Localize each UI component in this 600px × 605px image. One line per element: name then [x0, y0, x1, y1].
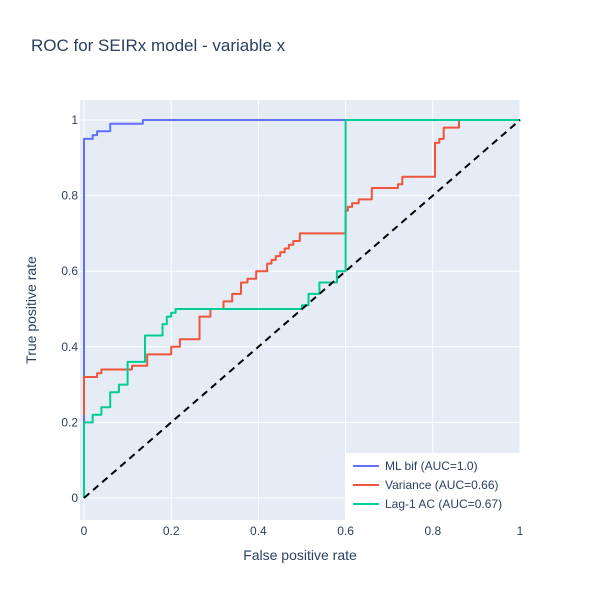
y-tick-label: 0.6 [61, 264, 78, 278]
y-axis-title: True positive rate [23, 256, 39, 364]
x-tick-label: 0.4 [250, 524, 267, 538]
legend-entry-label: Lag-1 AC (AUC=0.67) [385, 497, 502, 511]
x-axis-title: False positive rate [243, 547, 357, 563]
y-tick-label: 0.4 [61, 340, 78, 354]
legend-entry-label: Variance (AUC=0.66) [385, 478, 499, 492]
legend-entry-label: ML bif (AUC=1.0) [385, 459, 478, 473]
legend: ML bif (AUC=1.0) Variance (AUC=0.66) Lag-1… [345, 453, 520, 520]
y-tick-label: 1 [71, 113, 78, 127]
tick-labels: 0 0.2 0.4 0.6 0.8 1 0 0.2 0.4 0.6 0.8 1 [61, 113, 523, 538]
x-tick-label: 0.2 [163, 524, 180, 538]
series-line-3 [83, 119, 520, 498]
x-tick-label: 0 [81, 524, 88, 538]
x-tick-label: 1 [517, 524, 524, 538]
y-tick-label: 0.2 [61, 415, 78, 429]
y-tick-label: 0.8 [61, 189, 78, 203]
y-tick-label: 0 [71, 491, 78, 505]
chart-title: ROC for SEIRx model - variable x [31, 36, 286, 55]
series-line-2 [83, 119, 520, 415]
diagonal-reference-line [83, 119, 521, 499]
x-tick-label: 0.8 [424, 524, 441, 538]
series-line-1 [83, 119, 520, 498]
legend-box [345, 453, 520, 520]
x-tick-label: 0.6 [337, 524, 354, 538]
series-lines [83, 119, 521, 499]
